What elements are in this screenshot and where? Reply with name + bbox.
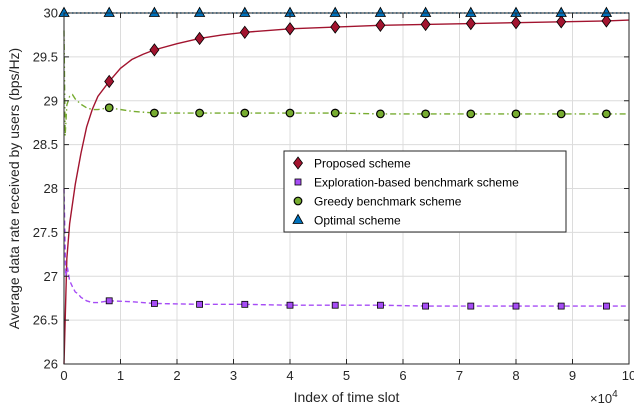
y-tick-label: 27.5 [33, 225, 58, 240]
series-marker-2 [285, 108, 295, 118]
y-tick-label: 29.5 [33, 49, 58, 64]
series-marker-3 [193, 6, 206, 17]
x-tick-label: 7 [456, 368, 463, 383]
y-tick-label: 27 [44, 269, 58, 284]
axis-ticks: 0 1 2 3 4 5 6 7 8 9 10 26 26.5 27 27.5 28 28.5 29 29.5 30 [33, 6, 634, 384]
legend-marker-3 [292, 213, 304, 224]
series-marker-0 [511, 15, 521, 30]
series-marker-3 [419, 6, 432, 17]
x-axis-multiplier-exponent: 4 [612, 389, 618, 400]
x-axis-label: Index of time slot [294, 389, 400, 405]
series-marker-1 [376, 301, 384, 309]
series-marker-1 [241, 300, 249, 308]
y-tick-label: 28 [44, 181, 58, 196]
series-marker-3 [329, 6, 341, 17]
series-marker-1 [512, 302, 520, 310]
series-marker-2 [376, 109, 385, 119]
legend-marker-1 [294, 178, 302, 186]
x-tick-label: 4 [286, 368, 293, 383]
series-marker-3 [465, 6, 477, 17]
legend: Proposed scheme Exploration-based benchma… [283, 150, 567, 233]
series-marker-3 [103, 6, 115, 17]
series-marker-2 [195, 108, 205, 118]
y-tick-label: 28.5 [33, 137, 58, 152]
series-marker-2 [602, 109, 611, 119]
legend-marker-0 [293, 156, 303, 170]
series-marker-3 [555, 6, 567, 17]
y-tick-label: 26 [44, 357, 58, 372]
series-marker-0 [420, 17, 431, 32]
legend-entries: Proposed scheme Exploration-based benchma… [292, 156, 519, 228]
series-marker-3 [600, 6, 613, 17]
legend-label-3: Optimal scheme [314, 214, 401, 228]
series-marker-1 [422, 302, 430, 310]
series-marker-2 [240, 108, 250, 118]
x-tick-label: 9 [569, 368, 576, 383]
series-marker-1 [557, 302, 565, 310]
series-marker-2 [330, 108, 340, 118]
x-tick-label: 3 [230, 368, 237, 383]
series-marker-0 [465, 16, 476, 31]
series-marker-0 [194, 31, 205, 46]
series-marker-2 [466, 109, 476, 119]
x-axis-multiplier: ×104 [590, 389, 618, 406]
series-marker-1 [150, 300, 158, 307]
y-tick-label: 30 [44, 6, 58, 21]
x-tick-label: 0 [60, 368, 67, 383]
y-axis-label: Average data rate received by users (bps… [6, 48, 22, 329]
series-marker-1 [603, 302, 610, 310]
x-tick-label: 2 [173, 368, 180, 383]
x-tick-label: 6 [399, 368, 406, 383]
legend-label-0: Proposed scheme [314, 157, 411, 171]
x-axis-multiplier-base: ×10 [590, 391, 612, 406]
series-marker-0 [375, 18, 386, 32]
series-marker-2 [421, 109, 431, 119]
series-marker-3 [374, 6, 387, 17]
x-tick-label: 1 [117, 368, 124, 383]
x-tick-label: 8 [512, 368, 519, 383]
series-marker-0 [601, 14, 612, 28]
series-marker-2 [104, 103, 114, 113]
legend-marker-2 [293, 196, 303, 206]
series-marker-0 [239, 25, 250, 39]
series-marker-2 [556, 109, 566, 119]
series-marker-2 [149, 108, 159, 118]
series-marker-0 [284, 22, 296, 36]
series-marker-1 [196, 300, 204, 308]
series-marker-1 [331, 301, 339, 309]
series-marker-1 [286, 301, 294, 309]
y-tick-label: 29 [44, 93, 58, 108]
series-marker-3 [148, 6, 161, 17]
legend-label-1: Exploration-based benchmark scheme [314, 176, 519, 190]
series-marker-0 [104, 74, 115, 89]
series-marker-1 [467, 302, 475, 310]
plot-markers [58, 6, 613, 310]
legend-box [283, 150, 567, 233]
y-tick-label: 26.5 [33, 313, 58, 328]
series-marker-0 [330, 20, 341, 34]
legend-label-2: Greedy benchmark scheme [314, 195, 462, 209]
series-marker-2 [511, 109, 521, 119]
series-marker-0 [149, 43, 160, 57]
series-marker-0 [556, 15, 567, 29]
x-tick-label: 5 [343, 368, 350, 383]
series-line-2 [63, 30, 629, 136]
series-marker-1 [105, 297, 113, 305]
series-marker-3 [239, 6, 251, 17]
series-line-0 [63, 19, 630, 365]
x-tick-label: 10 [622, 368, 634, 383]
